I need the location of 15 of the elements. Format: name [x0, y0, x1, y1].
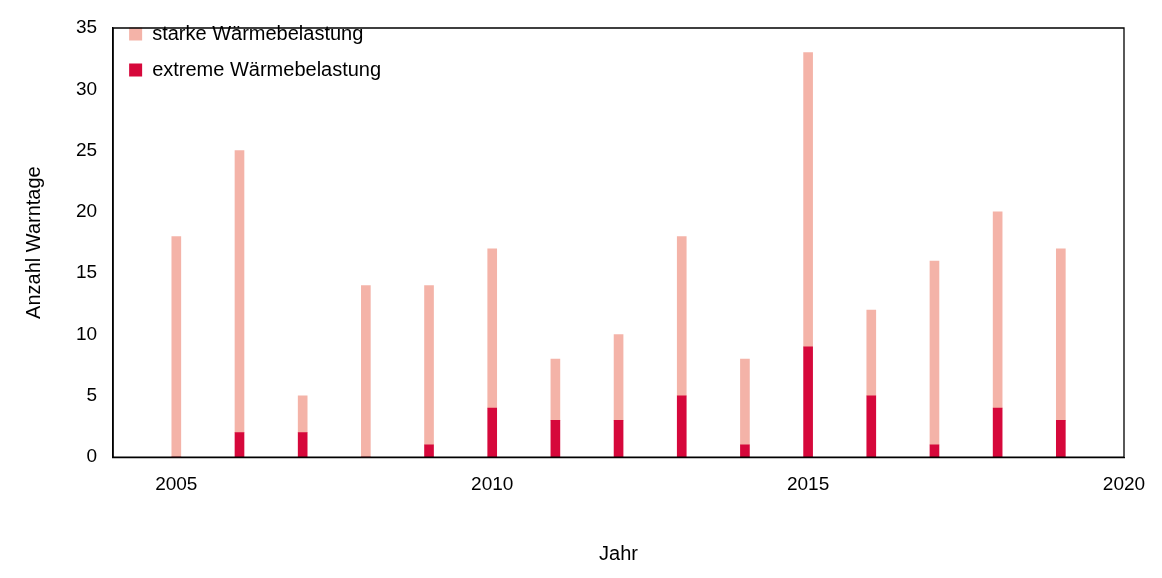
y-tick-label: 30 [75, 77, 98, 99]
y-tick-label: 0 [86, 445, 98, 467]
y-tick-label: 5 [86, 384, 98, 406]
x-tick-label: 2010 [471, 472, 514, 494]
y-tick-label: 15 [75, 261, 98, 283]
x-tick-label: 2015 [786, 472, 830, 494]
x-tick-label: 2005 [155, 472, 198, 494]
x-axis-title: Jahr [599, 541, 639, 564]
legend-label: extreme Wärmebelastung [152, 57, 382, 80]
y-axis-title: Anzahl Warntage [21, 166, 44, 319]
y-tick-label: 10 [75, 322, 98, 344]
y-tick-label: 20 [75, 200, 98, 222]
y-tick-label: 35 [75, 16, 98, 38]
x-tick-label: 2020 [1102, 472, 1146, 494]
y-tick-label: 25 [75, 138, 98, 160]
